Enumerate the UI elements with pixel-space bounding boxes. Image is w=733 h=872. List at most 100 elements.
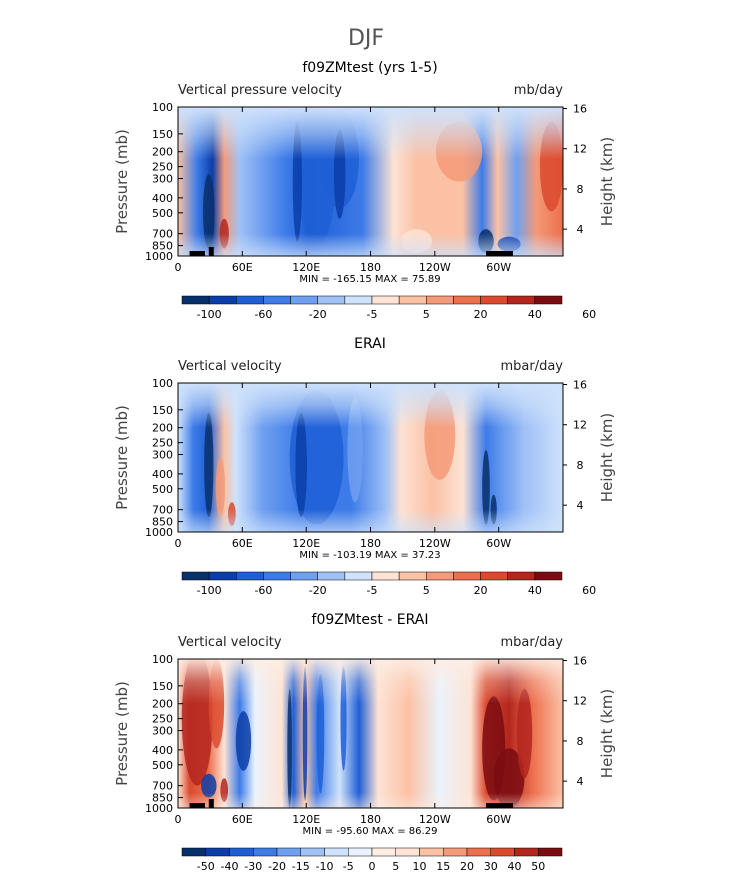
colorbar-swatch <box>344 571 373 581</box>
y-tick-label: 100 <box>152 377 173 390</box>
y-tick-label: 850 <box>152 516 173 529</box>
colorbar-swatch <box>534 571 563 581</box>
colorbar-swatch <box>181 847 206 857</box>
y-tick-label: 1000 <box>145 526 173 539</box>
colorbar-label: -5 <box>343 860 354 872</box>
colorbar-swatch <box>507 295 536 305</box>
x-tick-label: 0 <box>175 261 182 274</box>
y-tick-label: 200 <box>152 146 173 159</box>
colorbar-label: -40 <box>221 860 239 872</box>
colorbar-label: 40 <box>528 584 542 597</box>
y-tick-label: 400 <box>152 468 173 481</box>
panel-units-label: mbar/day <box>500 359 563 374</box>
y-tick-label: 1000 <box>145 250 173 263</box>
colorbar-swatch <box>443 847 468 857</box>
colorbar-swatch <box>263 295 291 305</box>
x-tick-label: 120E <box>292 813 320 826</box>
colorbar-label: -60 <box>254 308 272 321</box>
x-tick-label: 60E <box>232 813 253 826</box>
y-tick-label: 150 <box>152 680 173 693</box>
min-max-stats: MIN = -165.15 MAX = 75.89 <box>299 274 440 285</box>
y-tick-label: 100 <box>152 653 173 666</box>
colorbar-swatch <box>419 847 444 857</box>
x-tick-label: 180 <box>360 813 381 826</box>
panel-1: f09ZMtest (yrs 1-5) Vertical pressure vel… <box>113 60 616 321</box>
y-tick-label: 700 <box>152 228 173 241</box>
y-tick-label: 150 <box>152 404 173 417</box>
colorbar-label: 10 <box>413 860 427 872</box>
x-tick-label: 120E <box>292 537 320 550</box>
x-tick-label: 120E <box>292 261 320 274</box>
min-max-stats: MIN = -103.19 MAX = 37.23 <box>299 550 440 561</box>
colorbar-swatch <box>317 295 346 305</box>
colorbar-swatch <box>290 571 318 581</box>
y2-tick-label: 12 <box>573 695 587 708</box>
colorbar-swatch <box>236 295 264 305</box>
y2-tick-label: 4 <box>577 775 584 788</box>
contour-fade <box>178 107 563 256</box>
y-tick-label: 850 <box>152 792 173 805</box>
y2-tick-label: 12 <box>573 419 587 432</box>
colorbar-swatch <box>324 847 349 857</box>
colorbar-swatch <box>398 571 427 581</box>
colorbar-swatch <box>538 847 563 857</box>
colorbar-label: -10 <box>316 860 334 872</box>
y-tick-label: 200 <box>152 698 173 711</box>
colorbar-swatch <box>229 847 254 857</box>
colorbar-label: -20 <box>309 584 327 597</box>
x-tick-label: 120W <box>419 261 451 274</box>
colorbar-swatch <box>453 571 481 581</box>
y2-tick-label: 16 <box>573 654 587 667</box>
y-tick-label: 100 <box>152 101 173 114</box>
colorbar-label: 20 <box>460 860 474 872</box>
colorbar-swatch <box>208 571 237 581</box>
y2-axis-label: Height (km) <box>598 137 616 226</box>
colorbar-label: 15 <box>436 860 450 872</box>
panel-title: f09ZMtest (yrs 1-5) <box>302 60 437 76</box>
x-tick-label: 0 <box>175 813 182 826</box>
colorbar-swatch <box>290 295 318 305</box>
y-tick-label: 300 <box>152 449 173 462</box>
colorbar-label: -5 <box>367 584 378 597</box>
colorbar-swatch <box>514 847 539 857</box>
y-tick-label: 850 <box>152 240 173 253</box>
y2-tick-label: 16 <box>573 102 587 115</box>
x-tick-label: 60W <box>486 261 511 274</box>
colorbar-swatch <box>181 571 210 581</box>
colorbar-swatch <box>371 847 396 857</box>
colorbar-swatch <box>398 295 427 305</box>
colorbar-swatch <box>426 571 454 581</box>
x-tick-label: 120W <box>419 813 451 826</box>
colorbar-label: 20 <box>474 308 488 321</box>
x-tick-label: 60E <box>232 261 253 274</box>
y-tick-label: 250 <box>152 437 173 450</box>
colorbar-swatch <box>507 571 536 581</box>
colorbar-label: -5 <box>367 308 378 321</box>
colorbar-label: 30 <box>484 860 498 872</box>
y2-axis-label: Height (km) <box>598 689 616 778</box>
colorbar-swatch <box>205 847 230 857</box>
figure-title: DJF <box>348 26 384 51</box>
colorbar-swatch <box>426 295 454 305</box>
colorbar-swatch <box>480 295 508 305</box>
colorbar-swatch <box>371 571 400 581</box>
colorbar-swatch <box>534 295 563 305</box>
colorbar-swatch <box>490 847 515 857</box>
topography <box>208 247 214 256</box>
y2-tick-label: 8 <box>577 735 584 748</box>
y2-tick-label: 4 <box>577 223 584 236</box>
y-tick-label: 200 <box>152 422 173 435</box>
colorbar-label: 60 <box>582 584 596 597</box>
colorbar-swatch <box>181 295 210 305</box>
colorbar-label: 0 <box>369 860 376 872</box>
y-tick-label: 250 <box>152 161 173 174</box>
colorbar-swatch <box>253 847 278 857</box>
colorbar-label: -30 <box>244 860 262 872</box>
panel-variable-label: Vertical pressure velocity <box>178 83 342 98</box>
colorbar-swatch <box>263 571 291 581</box>
colorbar-swatch <box>395 847 420 857</box>
colorbar-label: -60 <box>254 584 272 597</box>
y2-tick-label: 4 <box>577 499 584 512</box>
y-tick-label: 300 <box>152 173 173 186</box>
